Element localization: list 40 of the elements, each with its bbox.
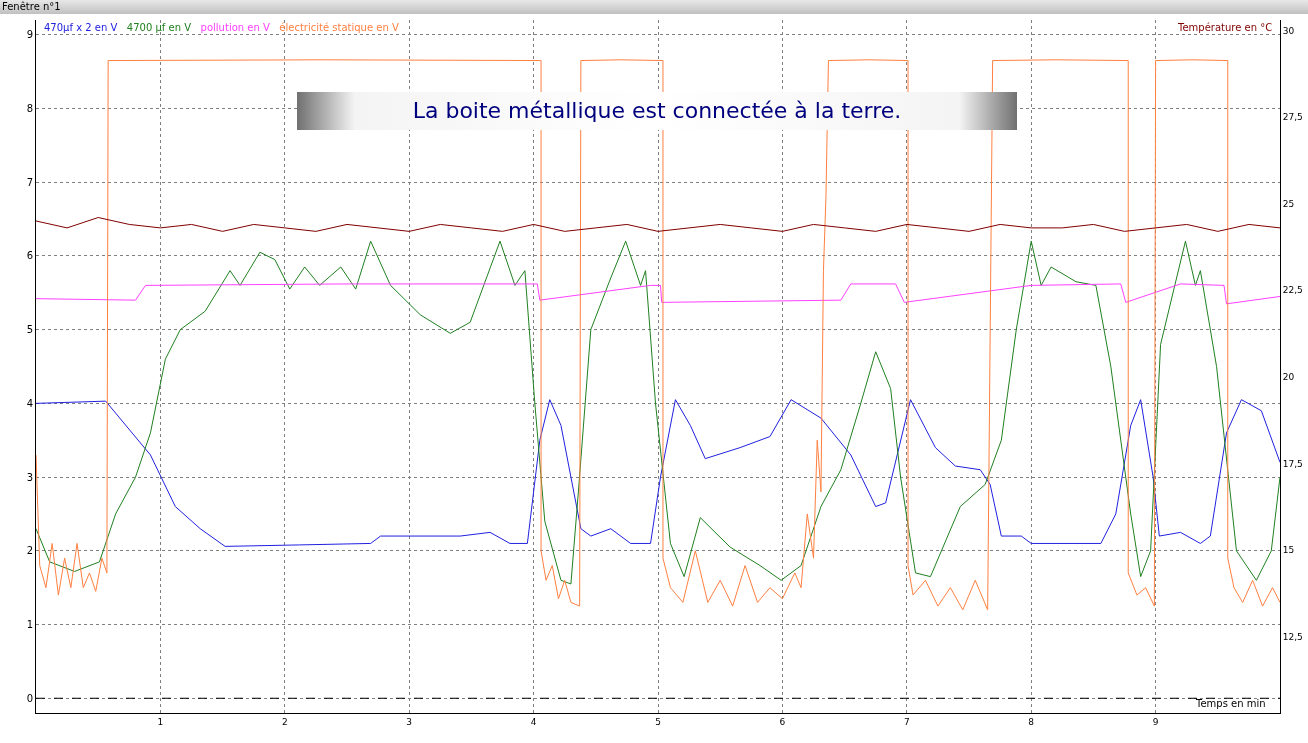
line-series	[36, 399, 1280, 547]
x-tick-label: 1	[157, 716, 164, 727]
y-tick-label: 6	[26, 250, 33, 262]
y2-tick-label: 27,5	[1282, 112, 1303, 123]
text: pollution en V	[200, 22, 270, 33]
y2-tick-label: 12,5	[1282, 631, 1303, 642]
y2-tick-label: 22,5	[1282, 285, 1303, 296]
y-tick-label: 8	[26, 102, 33, 114]
text: électricité statique en V	[279, 22, 399, 33]
y-tick-label: 1	[26, 619, 33, 631]
y-tick-label: 7	[26, 176, 33, 188]
line-series	[36, 240, 1280, 585]
line-series	[36, 283, 1280, 305]
text: 4700 µf en V	[126, 22, 192, 33]
y-tick-label: 0	[26, 692, 33, 704]
annotation: La boite métallique est connectée à la terre.	[411, 97, 903, 125]
y2-tick-label: 30	[1282, 25, 1295, 36]
y-tick-label: 4	[26, 397, 33, 409]
x-tick-label: 2	[281, 716, 288, 727]
x-tick-label: 8	[1028, 716, 1035, 727]
y2-tick-label: 20	[1282, 372, 1295, 383]
y2-tick-label: 25	[1282, 198, 1295, 209]
y2-tick-label: 15	[1282, 545, 1295, 556]
y-tick-label: 3	[26, 471, 33, 483]
chart-title: Fenêtre n°1	[0, 0, 1308, 14]
y2-axis-title: Température en °C	[1177, 22, 1273, 33]
y2-tick-label: 17,5	[1282, 458, 1303, 469]
line-series	[36, 217, 1280, 232]
y-tick-label: 5	[26, 324, 33, 336]
x-tick-label: 3	[406, 716, 413, 727]
text: 470µf x 2 en V	[44, 22, 118, 33]
x-tick-label: 6	[779, 716, 786, 727]
x-tick-label: 5	[655, 716, 661, 727]
x-axis-title: Temps en min	[1195, 698, 1266, 709]
x-tick-label: 9	[1152, 716, 1159, 727]
line-series	[36, 59, 1280, 611]
y-tick-label: 9	[26, 29, 33, 41]
x-tick-label: 4	[530, 716, 537, 727]
x-tick-label: 7	[903, 716, 910, 727]
y-tick-label: 2	[26, 545, 33, 557]
